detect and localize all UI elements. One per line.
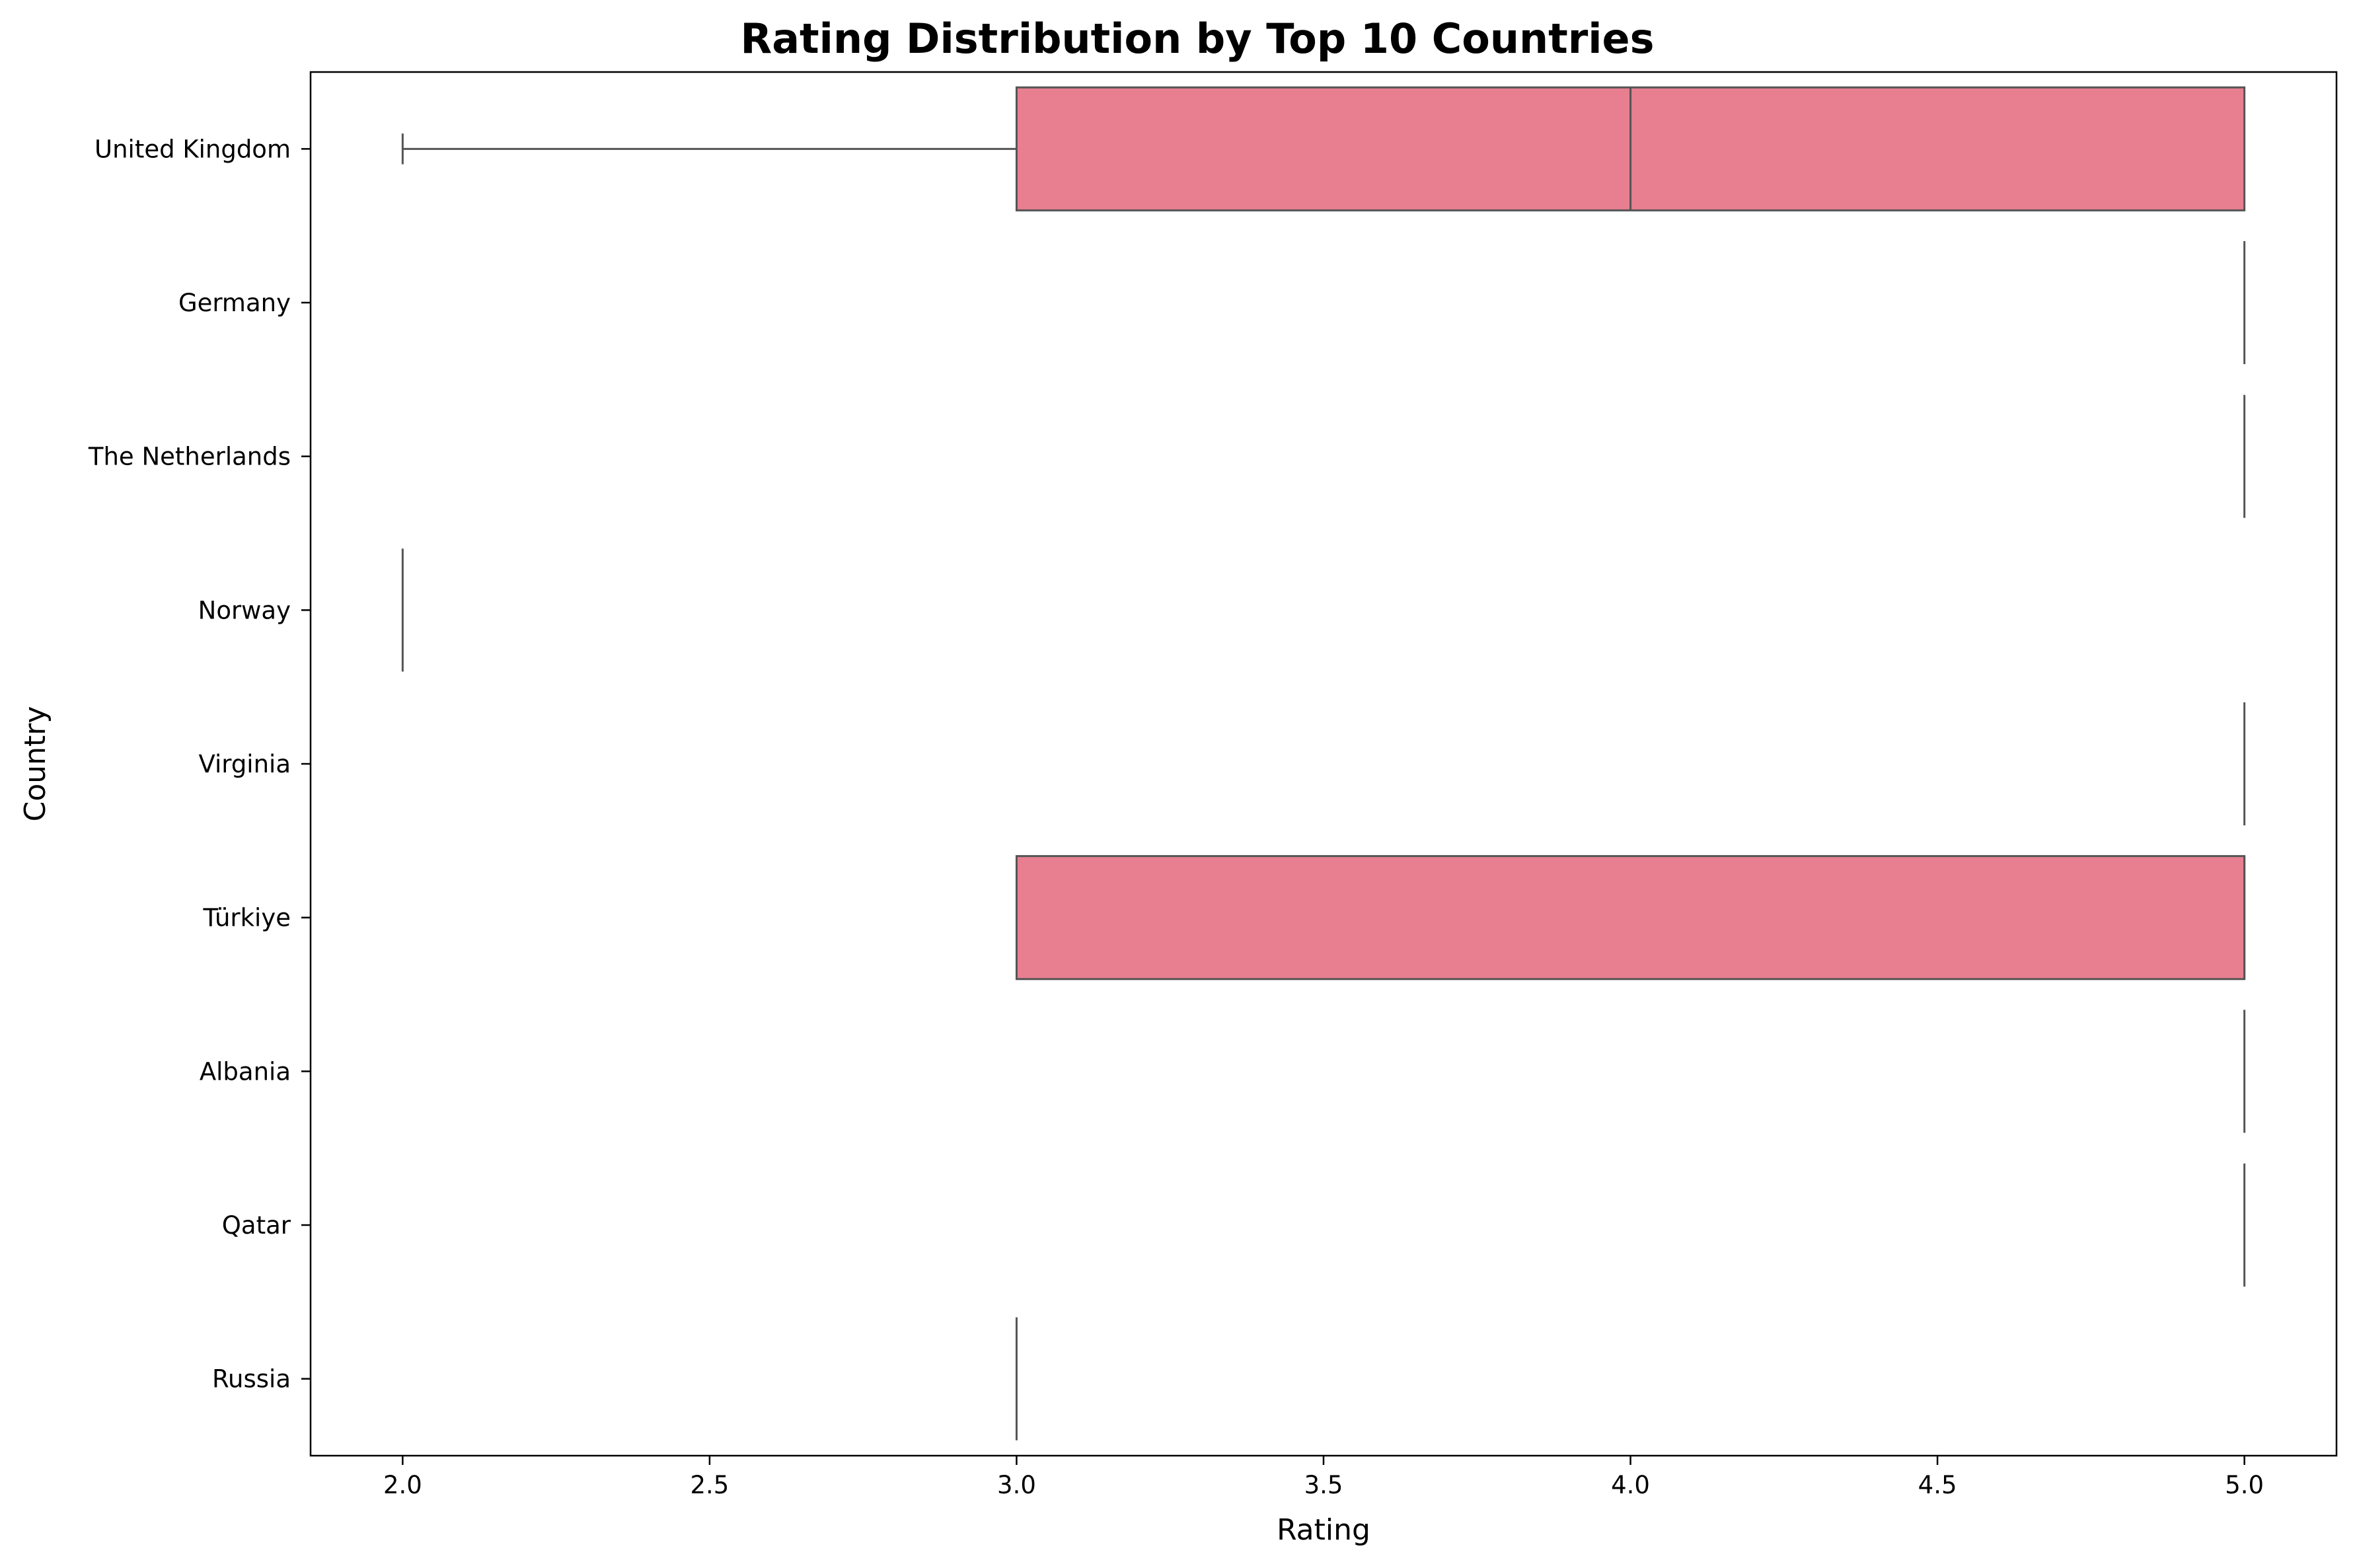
y-tick-label: United Kingdom [94,135,291,163]
y-axis-label: Country [19,706,52,822]
y-tick-label: Albania [200,1057,291,1086]
box-turkiye [1015,855,2246,981]
box-group-turkiye [1015,855,2246,981]
x-tick-label: 4.5 [1918,1471,1957,1499]
plot-frame [309,71,2338,1457]
y-axis: United Kingdom Germany The Netherlands Norw… [88,135,311,1394]
boxes-layer [401,86,2246,1440]
x-tick-label: 2.0 [383,1471,422,1499]
x-tick-label: 3.0 [997,1471,1036,1499]
y-tick-label: Germany [178,289,291,317]
y-tick-label: Türkiye [202,904,291,932]
y-tick-label: Russia [212,1365,291,1394]
x-tick-label: 4.0 [1611,1471,1650,1499]
y-tick-label: Norway [198,596,291,624]
x-tick-label: 2.5 [690,1471,729,1499]
x-tick-label: 5.0 [2225,1471,2264,1499]
chart-title: Rating Distribution by Top 10 Countries [740,15,1654,63]
x-axis-label: Rating [1277,1513,1370,1547]
x-axis: 2.0 2.5 3.0 3.5 4.0 4.5 5.0 [383,1456,2264,1499]
y-tick-label: Virginia [198,750,291,778]
box-group-united-kingdom [401,86,2246,211]
y-tick-label: Qatar [222,1211,291,1240]
y-tick-label: The Netherlands [88,443,291,471]
x-tick-label: 3.5 [1304,1471,1343,1499]
